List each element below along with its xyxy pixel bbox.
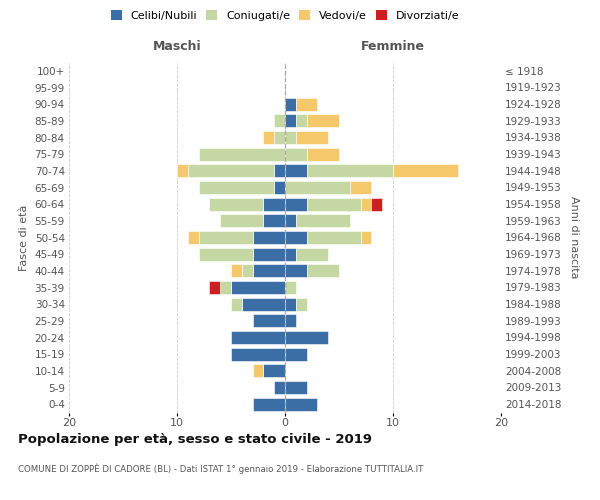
Legend: Celibi/Nubili, Coniugati/e, Vedovi/e, Divorziati/e: Celibi/Nubili, Coniugati/e, Vedovi/e, Di…: [109, 8, 461, 23]
Bar: [274, 164, 285, 177]
Bar: [253, 231, 285, 244]
Bar: [242, 264, 253, 278]
Bar: [296, 114, 307, 128]
Bar: [296, 131, 328, 144]
Bar: [253, 314, 285, 328]
Bar: [253, 264, 285, 278]
Bar: [285, 298, 296, 310]
Bar: [285, 248, 296, 260]
Bar: [285, 131, 296, 144]
Bar: [307, 148, 339, 160]
Bar: [285, 381, 307, 394]
Bar: [361, 198, 371, 210]
Bar: [231, 298, 242, 310]
Bar: [177, 164, 188, 177]
Bar: [296, 214, 350, 228]
Bar: [231, 331, 285, 344]
Bar: [209, 281, 220, 294]
Bar: [274, 381, 285, 394]
Bar: [393, 164, 458, 177]
Bar: [350, 181, 371, 194]
Bar: [285, 331, 328, 344]
Bar: [285, 114, 296, 128]
Bar: [253, 248, 285, 260]
Bar: [296, 298, 307, 310]
Bar: [285, 181, 350, 194]
Text: Popolazione per età, sesso e stato civile - 2019: Popolazione per età, sesso e stato civil…: [18, 432, 372, 446]
Bar: [199, 231, 253, 244]
Bar: [274, 131, 285, 144]
Bar: [285, 148, 307, 160]
Bar: [199, 148, 285, 160]
Bar: [285, 314, 296, 328]
Bar: [231, 348, 285, 360]
Bar: [242, 298, 285, 310]
Bar: [296, 98, 317, 110]
Text: COMUNE DI ZOPPÈ DI CADORE (BL) - Dati ISTAT 1° gennaio 2019 - Elaborazione TUTTI: COMUNE DI ZOPPÈ DI CADORE (BL) - Dati IS…: [18, 464, 424, 474]
Bar: [263, 214, 285, 228]
Bar: [263, 131, 274, 144]
Bar: [274, 181, 285, 194]
Bar: [285, 198, 307, 210]
Bar: [307, 164, 393, 177]
Bar: [220, 281, 231, 294]
Bar: [263, 198, 285, 210]
Bar: [285, 214, 296, 228]
Bar: [253, 364, 263, 378]
Bar: [285, 281, 296, 294]
Bar: [285, 98, 296, 110]
Bar: [285, 348, 307, 360]
Bar: [231, 264, 242, 278]
Bar: [199, 248, 253, 260]
Bar: [307, 264, 339, 278]
Bar: [220, 214, 263, 228]
Bar: [285, 398, 317, 410]
Bar: [188, 164, 274, 177]
Bar: [307, 231, 361, 244]
Text: Maschi: Maschi: [152, 40, 202, 54]
Text: Femmine: Femmine: [361, 40, 425, 54]
Bar: [285, 264, 307, 278]
Bar: [371, 198, 382, 210]
Bar: [209, 198, 263, 210]
Bar: [285, 231, 307, 244]
Bar: [263, 364, 285, 378]
Y-axis label: Fasce di età: Fasce di età: [19, 204, 29, 270]
Bar: [253, 398, 285, 410]
Bar: [361, 231, 371, 244]
Bar: [231, 281, 285, 294]
Bar: [274, 114, 285, 128]
Bar: [285, 164, 307, 177]
Bar: [188, 231, 199, 244]
Bar: [307, 114, 339, 128]
Bar: [199, 181, 274, 194]
Y-axis label: Anni di nascita: Anni di nascita: [569, 196, 579, 278]
Bar: [296, 248, 328, 260]
Bar: [307, 198, 361, 210]
